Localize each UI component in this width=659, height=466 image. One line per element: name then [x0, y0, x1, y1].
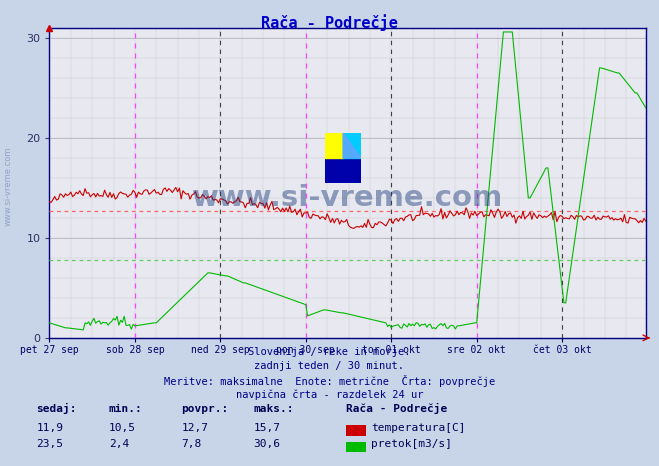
- Text: Slovenija / reke in morje.: Slovenija / reke in morje.: [248, 347, 411, 357]
- Text: zadnji teden / 30 minut.: zadnji teden / 30 minut.: [254, 361, 405, 371]
- Text: 15,7: 15,7: [254, 423, 281, 433]
- Polygon shape: [343, 133, 361, 158]
- Text: www.si-vreme.com: www.si-vreme.com: [3, 147, 13, 226]
- Text: Meritve: maksimalne  Enote: metrične  Črta: povprečje: Meritve: maksimalne Enote: metrične Črta…: [164, 375, 495, 387]
- Text: min.:: min.:: [109, 404, 142, 414]
- Text: Rača - Podrečje: Rača - Podrečje: [261, 14, 398, 31]
- Bar: [343, 133, 361, 158]
- Text: 30,6: 30,6: [254, 439, 281, 449]
- Text: pretok[m3/s]: pretok[m3/s]: [371, 439, 452, 449]
- Text: 2,4: 2,4: [109, 439, 129, 449]
- Text: temperatura[C]: temperatura[C]: [371, 423, 465, 433]
- Text: 12,7: 12,7: [181, 423, 208, 433]
- Text: maks.:: maks.:: [254, 404, 294, 414]
- Text: sedaj:: sedaj:: [36, 404, 76, 414]
- Text: 10,5: 10,5: [109, 423, 136, 433]
- Text: 11,9: 11,9: [36, 423, 63, 433]
- Text: povpr.:: povpr.:: [181, 404, 229, 414]
- Text: 23,5: 23,5: [36, 439, 63, 449]
- Text: 7,8: 7,8: [181, 439, 202, 449]
- Text: Rača - Podrečje: Rača - Podrečje: [346, 404, 447, 414]
- Bar: [326, 133, 343, 158]
- Text: navpična črta - razdelek 24 ur: navpična črta - razdelek 24 ur: [236, 389, 423, 400]
- Text: www.si-vreme.com: www.si-vreme.com: [192, 185, 503, 212]
